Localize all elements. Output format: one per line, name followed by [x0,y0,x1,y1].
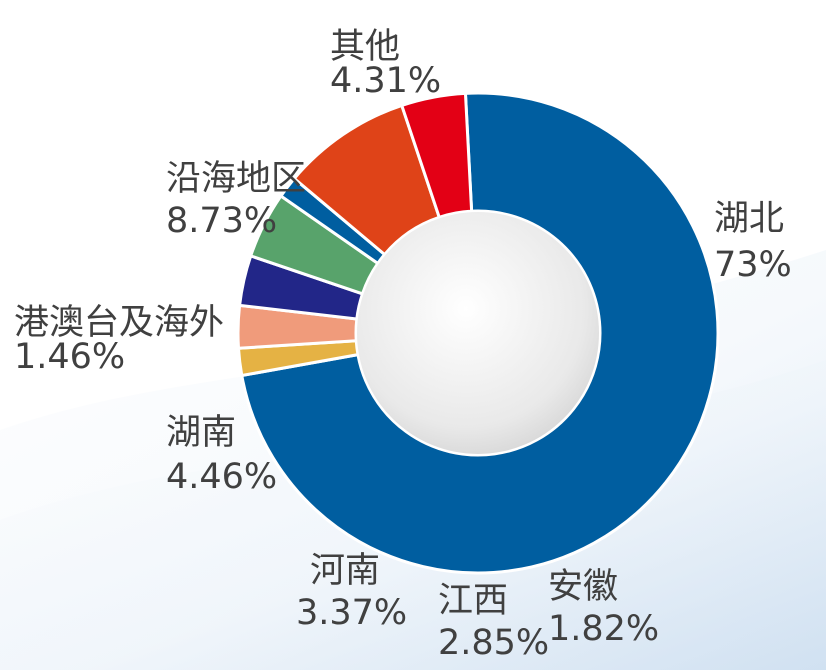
label-coastal-name: 沿海地区 [166,159,306,199]
label-henan-name: 河南 [310,551,380,591]
slice-labels: 湖北 73% 安徽 1.82% 江西 2.85% 河南 3.37% 湖南 4.4… [14,27,792,663]
label-other-name: 其他 [330,27,400,67]
label-hubei-value: 73% [714,245,792,285]
pie-slice-0 [240,91,720,575]
label-anhui-name: 安徽 [548,567,618,607]
pie-slice-7 [399,91,474,220]
label-anhui-value: 1.82% [548,609,659,649]
label-hunan-name: 湖南 [166,413,236,453]
label-henan-value: 3.37% [296,593,407,633]
label-hmt-overseas-name: 港澳台及海外 [14,303,224,343]
label-jiangxi-value: 2.85% [438,623,549,663]
label-jiangxi-name: 江西 [438,581,508,621]
label-hmt-overseas-value: 1.46% [14,337,125,377]
donut-hole [357,212,599,454]
label-coastal-value: 8.73% [166,201,277,241]
pie-slices [236,91,720,575]
label-hunan-value: 4.46% [166,457,277,497]
label-other-value: 4.31% [330,61,441,101]
label-hubei-name: 湖北 [714,199,784,239]
